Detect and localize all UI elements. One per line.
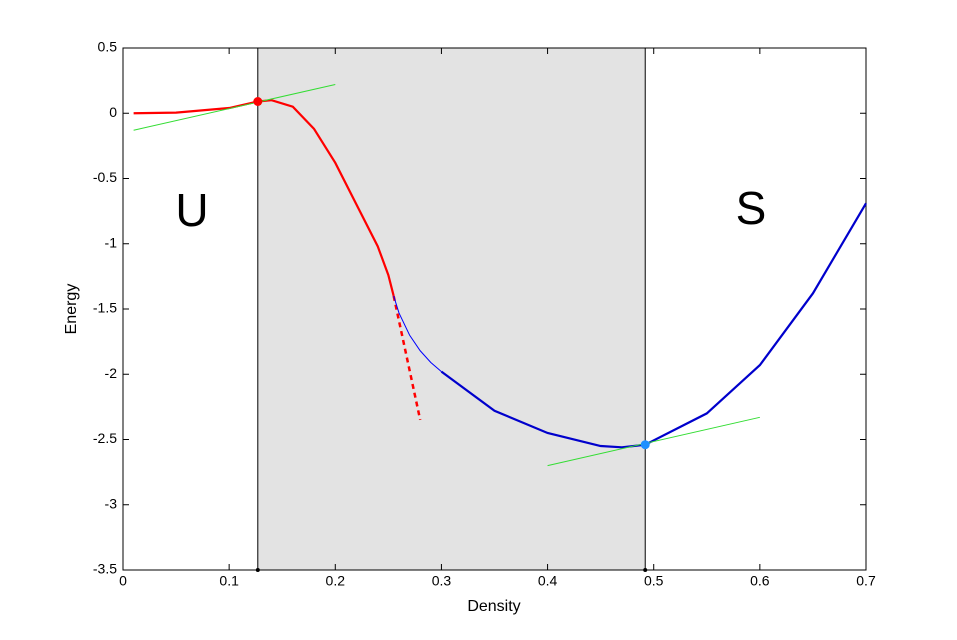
y-tick-label: -3: [105, 495, 118, 511]
x-axis-label: Density: [467, 598, 520, 615]
x-tick-label: 0.2: [326, 573, 346, 589]
y-tick-label: -2: [105, 365, 118, 381]
curve: [547, 416, 760, 467]
curve: [393, 295, 442, 373]
x-tick-label: 0: [119, 573, 127, 589]
curve: [392, 295, 422, 421]
y-tick-label: 0: [109, 104, 117, 120]
curve: [133, 99, 395, 297]
y-tick-label: -0.5: [93, 169, 117, 185]
point: [253, 97, 263, 107]
y-axis-label: Energy: [63, 284, 80, 335]
y-tick-label: 0.5: [98, 39, 118, 55]
x-tick-label: 0.7: [856, 573, 876, 589]
y-tick-label: -2.5: [93, 430, 117, 446]
annotation: U: [175, 184, 208, 236]
y-tick-label: -3.5: [93, 561, 117, 577]
x-tick-label: 0.5: [644, 573, 664, 589]
annotation: S: [736, 182, 767, 234]
x-tick-label: 0.4: [538, 573, 558, 589]
curve: [133, 84, 336, 131]
x-tick-label: 0.3: [432, 573, 452, 589]
y-tick-label: -1.5: [93, 300, 117, 316]
shaded-region: [257, 48, 646, 570]
x-tick-label: 0.1: [219, 573, 239, 589]
point: [640, 440, 650, 450]
y-tick-label: -1: [105, 234, 118, 250]
x-tick-label: 0.6: [750, 573, 770, 589]
